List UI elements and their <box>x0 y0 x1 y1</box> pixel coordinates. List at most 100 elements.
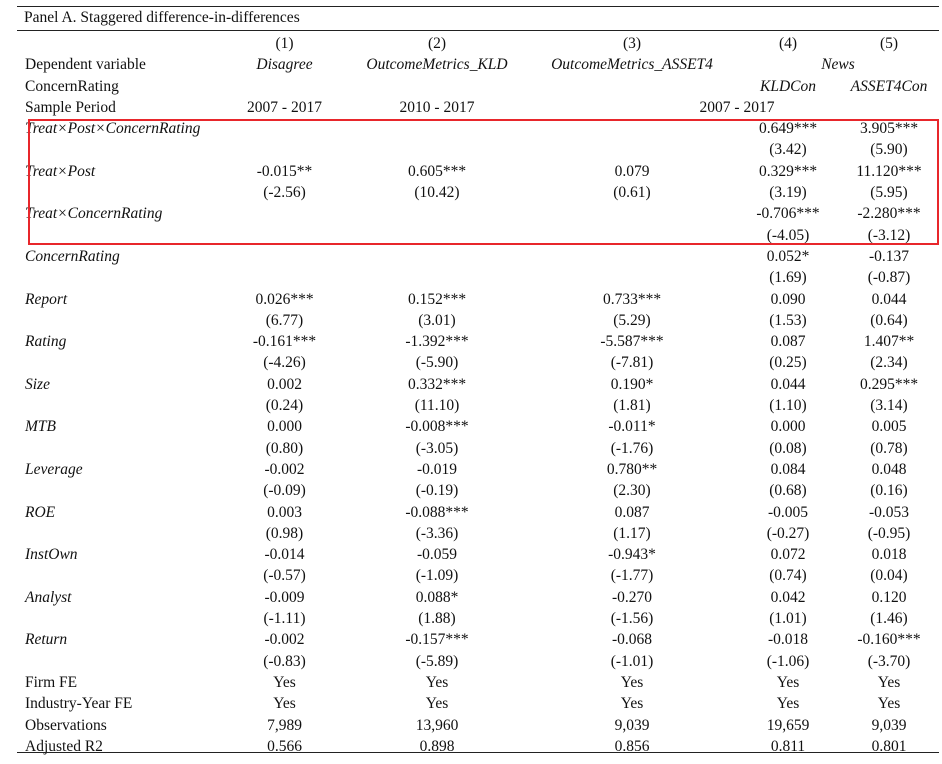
t-stat-row: (0.24) (11.10) (1.81) (1.10) (3.14) <box>17 395 939 416</box>
coef-row: Return -0.002 -0.157*** -0.068 -0.018 -0.160*… <box>17 629 939 650</box>
coef-cell: -0.270 <box>611 588 653 606</box>
t-stat-cell: (-4.05) <box>766 226 810 244</box>
t-stat-row: (-0.09) (-0.19) (2.30) (0.68) (0.16) <box>17 480 939 501</box>
dependent-variable-label: Dependent variable <box>25 56 146 74</box>
coef-cell: -0.014 <box>264 546 305 564</box>
t-stat-cell: (-1.09) <box>415 567 459 585</box>
coef-cell: 0.000 <box>267 418 302 436</box>
coef-row: ROE 0.003 -0.088*** 0.087 -0.005 -0.053 <box>17 502 939 523</box>
t-stat-row: (0.80) (-3.05) (-1.76) (0.08) (0.78) <box>17 438 939 459</box>
t-stat-row: (-1.11) (1.88) (-1.56) (1.01) (1.46) <box>17 608 939 629</box>
concern-rating-label: ConcernRating <box>25 77 119 95</box>
coef-cell: -0.157*** <box>405 631 469 649</box>
footer-cell: 0.811 <box>770 737 806 755</box>
footer-cell: 9,039 <box>871 716 907 734</box>
variable-label: Leverage <box>25 460 83 478</box>
t-stat-cell: (1.01) <box>769 610 807 628</box>
footer-label: Industry-Year FE <box>25 695 133 713</box>
coef-cell: -2.280*** <box>857 205 921 223</box>
coef-cell <box>222 203 347 224</box>
dependent-variable: News <box>821 56 855 74</box>
dependent-variable-row: Dependent variable Disagree OutcomeMetri… <box>17 54 939 75</box>
coef-cell: 0.733*** <box>602 290 662 308</box>
dependent-variable: Disagree <box>256 56 313 74</box>
coef-cell: 0.052* <box>766 247 810 265</box>
variable-label: Size <box>25 375 50 393</box>
results-table: (1) (2) (3) (4) (5) Dependent variable D… <box>17 33 939 757</box>
coef-cell <box>527 118 737 139</box>
variable-label: ROE <box>25 503 56 521</box>
t-stat-cell: (-1.11) <box>263 610 306 628</box>
col-number: (5) <box>879 35 899 52</box>
t-stat-row: (-4.26) (-5.90) (-7.81) (0.25) (2.34) <box>17 352 939 373</box>
footer-cell: Yes <box>425 673 449 691</box>
t-stat-cell <box>347 225 527 246</box>
t-stat-cell: (-1.01) <box>610 652 654 670</box>
t-stat-cell: (5.90) <box>870 141 908 159</box>
footer-cell: 19,659 <box>766 716 810 734</box>
t-stat-cell: (0.04) <box>870 567 908 585</box>
t-stat-cell: (1.69) <box>769 269 807 287</box>
variable-label: Treat×Post <box>25 162 96 180</box>
t-stat-cell: (-7.81) <box>610 354 654 372</box>
t-stat-cell: (1.53) <box>769 311 807 329</box>
concern-rating-measure: KLDCon <box>760 77 816 95</box>
footer-cell: Yes <box>273 695 296 713</box>
variable-label: Report <box>25 290 68 308</box>
col-number: (1) <box>275 35 294 52</box>
coef-cell: 0.042 <box>770 588 806 606</box>
footer-label: Adjusted R2 <box>25 737 103 755</box>
coef-cell: -0.019 <box>416 460 458 478</box>
coef-cell: 0.087 <box>770 333 806 351</box>
footer-cell: 7,989 <box>267 716 302 734</box>
footer-cell: Yes <box>620 695 644 713</box>
coef-cell: -0.002 <box>264 631 305 649</box>
t-stat-cell: (0.24) <box>265 397 304 415</box>
t-stat-cell: (3.42) <box>769 141 807 159</box>
coef-cell: -0.018 <box>767 631 809 649</box>
t-stat-cell: (-1.77) <box>610 567 654 585</box>
coef-cell: 0.649*** <box>758 120 818 138</box>
coef-cell: 3.905*** <box>859 120 919 138</box>
coef-cell: 0.003 <box>267 503 302 521</box>
col-number: (3) <box>622 35 642 52</box>
coef-cell <box>527 203 737 224</box>
coef-cell: -0.011* <box>608 418 656 436</box>
coef-cell <box>527 246 737 267</box>
coef-cell <box>222 118 347 139</box>
variable-label: InstOwn <box>25 546 78 564</box>
coef-cell: 0.084 <box>770 460 806 478</box>
t-stat-cell: (2.34) <box>870 354 908 372</box>
coef-cell: 0.088* <box>415 588 459 606</box>
footer-cell: 9,039 <box>614 716 650 734</box>
t-stat-cell: (-0.87) <box>867 269 911 287</box>
t-stat-row: (3.42) (5.90) <box>17 139 939 160</box>
t-stat-cell: (0.08) <box>769 439 807 457</box>
coef-cell: -0.008*** <box>405 418 469 436</box>
coef-row: Treat×ConcernRating -0.706*** -2.280*** <box>17 203 939 224</box>
t-stat-cell: (-0.09) <box>263 482 306 500</box>
header-rule <box>17 30 939 31</box>
t-stat-cell: (-0.57) <box>263 567 306 585</box>
t-stat-cell: (0.74) <box>769 567 807 585</box>
coef-cell: -0.706*** <box>756 205 820 223</box>
t-stat-cell: (1.46) <box>870 610 908 628</box>
t-stat-cell: (0.78) <box>870 439 908 457</box>
t-stat-cell <box>222 139 347 160</box>
dependent-variable: OutcomeMetrics_ASSET4 <box>551 56 713 74</box>
coef-cell: -0.059 <box>416 546 458 564</box>
t-stat-cell: (-5.89) <box>415 652 459 670</box>
coef-cell: -1.392*** <box>405 333 469 351</box>
t-stat-cell: (-3.36) <box>415 524 459 542</box>
t-stat-cell: (1.81) <box>613 397 651 415</box>
t-stat-cell: (0.68) <box>769 482 807 500</box>
coef-cell: -0.015** <box>256 162 313 180</box>
t-stat-cell: (0.98) <box>265 524 304 542</box>
column-numbers-row: (1) (2) (3) (4) (5) <box>17 33 939 54</box>
concern-rating-measure: ASSET4Con <box>850 77 928 95</box>
t-stat-cell: (1.10) <box>769 397 807 415</box>
t-stat-cell: (10.42) <box>414 184 460 202</box>
t-stat-cell: (-5.90) <box>415 354 459 372</box>
coef-cell: 0.044 <box>770 375 806 393</box>
coef-cell <box>222 246 347 267</box>
